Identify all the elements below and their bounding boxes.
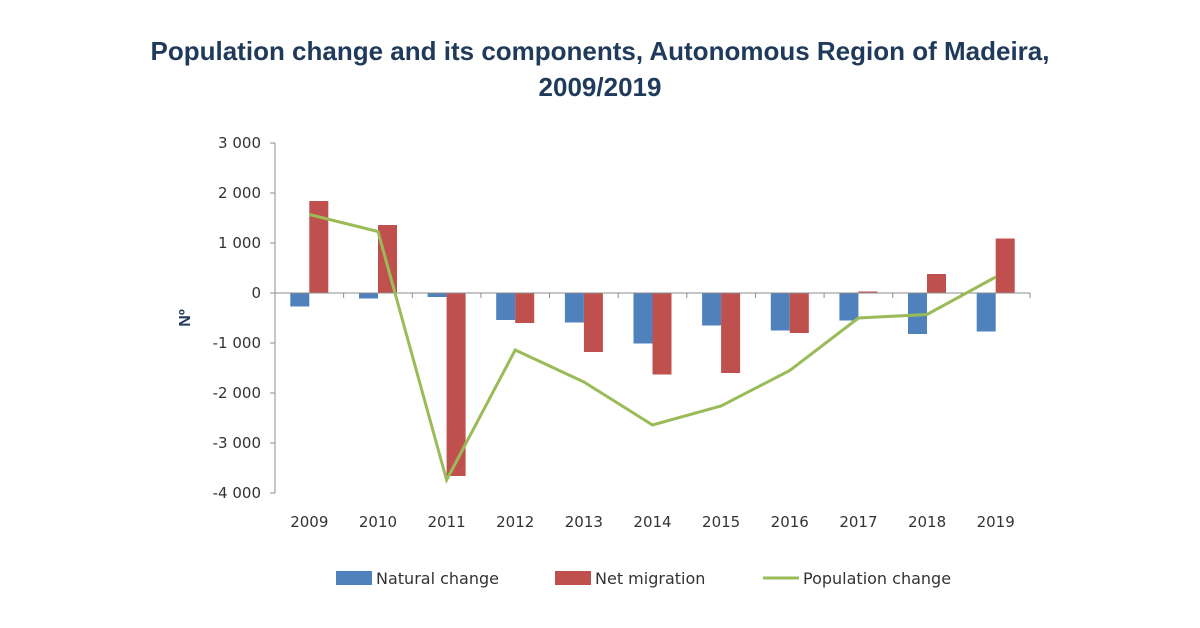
y-tick-label: 0 bbox=[251, 284, 261, 302]
x-tick-label: 2019 bbox=[977, 513, 1015, 531]
legend-swatch-natural-change bbox=[336, 571, 372, 585]
bar-net-migration-2011 bbox=[446, 293, 466, 476]
chart-title-line-1: Population change and its components, Au… bbox=[150, 36, 1050, 66]
bar-natural-change-2017 bbox=[839, 293, 859, 321]
x-tick-label: 2015 bbox=[702, 513, 740, 531]
bar-natural-change-2014 bbox=[633, 293, 653, 344]
plot-line bbox=[308, 213, 997, 485]
plot-bars bbox=[290, 201, 1015, 476]
x-tick-label: 2017 bbox=[839, 513, 877, 531]
x-tick-label: 2011 bbox=[427, 513, 465, 531]
chart-title-line-2: 2009/2019 bbox=[538, 72, 662, 102]
plot-axes bbox=[270, 142, 1031, 494]
y-tick-label: -3 000 bbox=[213, 434, 261, 452]
bar-natural-change-2011 bbox=[427, 293, 447, 297]
legend-label-natural-change: Natural change bbox=[376, 569, 499, 588]
x-tick-label: 2018 bbox=[908, 513, 946, 531]
bar-natural-change-2019 bbox=[976, 293, 996, 332]
legend: Natural change Net migration Population ch… bbox=[336, 569, 951, 588]
y-tick-label: -2 000 bbox=[213, 384, 261, 402]
y-tick-label: -1 000 bbox=[213, 334, 261, 352]
x-tick-label: 2016 bbox=[771, 513, 809, 531]
y-tick-label: 2 000 bbox=[218, 184, 261, 202]
bar-natural-change-2012 bbox=[496, 293, 516, 320]
bar-net-migration-2019 bbox=[995, 238, 1015, 293]
bar-net-migration-2012 bbox=[515, 293, 535, 323]
y-axis-label: Nº bbox=[177, 309, 194, 327]
x-tick-label: 2013 bbox=[565, 513, 603, 531]
x-tick-label: 2014 bbox=[633, 513, 671, 531]
bar-natural-change-2009 bbox=[290, 293, 310, 307]
bar-natural-change-2010 bbox=[359, 293, 378, 299]
y-tick-labels: 3 000 2 000 1 000 0 -1 000 -2 000 -3 000 -4 000 bbox=[213, 134, 261, 502]
bar-net-migration-2015 bbox=[721, 293, 741, 373]
x-tick-label: 2010 bbox=[359, 513, 397, 531]
bar-net-migration-2017 bbox=[858, 291, 878, 293]
bar-net-migration-2009 bbox=[309, 201, 329, 293]
bar-net-migration-2010 bbox=[378, 225, 397, 293]
y-tick-label: 1 000 bbox=[218, 234, 261, 252]
y-tick-label: -4 000 bbox=[213, 484, 261, 502]
bar-net-migration-2018 bbox=[927, 274, 946, 293]
bar-natural-change-2013 bbox=[564, 293, 584, 323]
chart-title: Population change and its components, Au… bbox=[0, 33, 1200, 105]
legend-label-net-migration: Net migration bbox=[595, 569, 705, 588]
bar-net-migration-2013 bbox=[583, 293, 603, 352]
x-tick-labels: 2009 2010 2011 2012 2013 2014 2015 2016 2017 2018… bbox=[290, 513, 1015, 531]
x-tick-label: 2012 bbox=[496, 513, 534, 531]
x-tick-label: 2009 bbox=[290, 513, 328, 531]
legend-swatch-net-migration bbox=[555, 571, 591, 585]
bar-net-migration-2014 bbox=[652, 293, 672, 375]
bar-net-migration-2016 bbox=[789, 293, 809, 333]
legend-label-population-change: Population change bbox=[803, 569, 951, 588]
line-population-change bbox=[308, 213, 997, 485]
y-tick-label: 3 000 bbox=[218, 134, 261, 152]
bar-natural-change-2016 bbox=[770, 293, 790, 331]
bar-natural-change-2015 bbox=[702, 293, 722, 326]
